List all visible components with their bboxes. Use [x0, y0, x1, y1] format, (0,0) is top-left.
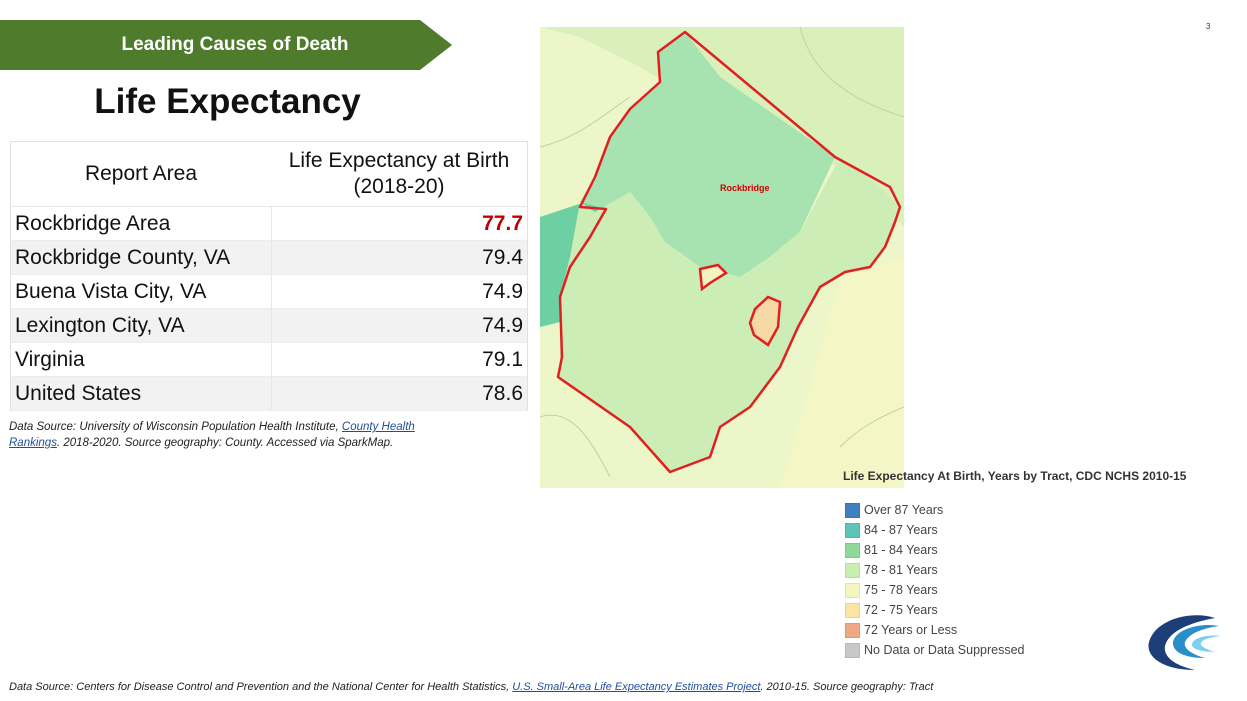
- map-label-rockbridge: Rockbridge: [720, 183, 770, 193]
- row-value: 74.9: [270, 274, 528, 309]
- legend-label: 75 - 78 Years: [864, 583, 938, 597]
- table-row: United States 78.6: [10, 376, 528, 411]
- row-value: 78.6: [270, 376, 528, 411]
- map-data-source: Data Source: Centers for Disease Control…: [9, 681, 933, 693]
- life-expectancy-map: [540, 27, 904, 488]
- map-region-north: [540, 27, 904, 227]
- legend-item: 78 - 81 Years: [845, 560, 1025, 580]
- legend-item: Over 87 Years: [845, 500, 1025, 520]
- table-row: Virginia 79.1: [10, 342, 528, 377]
- map-buena-vista-tract: [698, 263, 728, 292]
- legend-item: 75 - 78 Years: [845, 580, 1025, 600]
- legend-label: Over 87 Years: [864, 503, 944, 517]
- map-county-boundary: [556, 30, 902, 474]
- source-text: . 2018-2020. Source geography: County. A…: [56, 437, 394, 449]
- legend-swatch: [845, 622, 860, 638]
- life-expectancy-table: Report Area Life Expectancy at Birth (20…: [10, 141, 528, 411]
- map-region-east: [780, 257, 904, 488]
- row-value: 79.1: [270, 342, 528, 377]
- row-area: Rockbridge County, VA: [10, 240, 271, 275]
- legend-label: 84 - 87 Years: [864, 523, 938, 537]
- legend-label: 72 Years or Less: [864, 623, 958, 637]
- row-value: 79.4: [270, 240, 528, 275]
- legend-item: 81 - 84 Years: [845, 540, 1025, 560]
- map-background-lines: [540, 27, 904, 478]
- row-value: 74.9: [270, 308, 528, 343]
- source-text: Data Source: University of Wisconsin Pop…: [9, 421, 342, 433]
- map-lexington-tract: [748, 295, 782, 347]
- banner-title: Leading Causes of Death: [121, 34, 349, 55]
- table-row: Buena Vista City, VA 74.9: [10, 274, 528, 309]
- life-expectancy-project-link[interactable]: U.S. Small-Area Life Expectancy Estimate…: [512, 681, 761, 693]
- legend-item: 72 Years or Less: [845, 620, 1025, 640]
- banner-arrow-shape: [0, 20, 452, 70]
- table-row: Rockbridge Area 77.7: [10, 206, 528, 241]
- legend-item: 72 - 75 Years: [845, 600, 1025, 620]
- source-text: . 2010-15. Source geography: Tract: [760, 681, 934, 693]
- legend-label: No Data or Data Suppressed: [864, 643, 1025, 657]
- legend-swatch: [845, 642, 860, 658]
- table-header-row: Report Area Life Expectancy at Birth (20…: [10, 141, 528, 207]
- legend-label: 72 - 75 Years: [864, 603, 938, 617]
- legend-swatch: [845, 502, 860, 518]
- table-row: Lexington City, VA 74.9: [10, 308, 528, 343]
- row-area: Rockbridge Area: [10, 206, 271, 241]
- map-tract-north: [580, 32, 835, 277]
- table-row: Rockbridge County, VA 79.4: [10, 240, 528, 275]
- legend-swatch: [845, 562, 860, 578]
- map-tract-south: [560, 157, 900, 472]
- column-header-life-expectancy: Life Expectancy at Birth (2018-20): [271, 141, 528, 207]
- legend-swatch: [845, 522, 860, 538]
- table-data-source: Data Source: University of Wisconsin Pop…: [9, 419, 429, 451]
- row-area: United States: [10, 376, 271, 411]
- legend-swatch: [845, 542, 860, 558]
- legend-label: 81 - 84 Years: [864, 543, 938, 557]
- row-area: Lexington City, VA: [10, 308, 271, 343]
- county-health-rankings-link[interactable]: County Health Rankings: [9, 421, 415, 449]
- legend-item: 84 - 87 Years: [845, 520, 1025, 540]
- legend-swatch: [845, 602, 860, 618]
- legend-label: 78 - 81 Years: [864, 563, 938, 577]
- page-title: Life Expectancy: [94, 82, 361, 121]
- legend-swatch: [845, 582, 860, 598]
- legend-title: Life Expectancy At Birth, Years by Tract…: [843, 469, 1187, 483]
- column-header-report-area: Report Area: [10, 141, 271, 207]
- organization-logo-icon: [1148, 615, 1221, 670]
- legend-item: No Data or Data Suppressed: [845, 640, 1025, 660]
- row-area: Virginia: [10, 342, 271, 377]
- source-text: Data Source: Centers for Disease Control…: [9, 681, 513, 693]
- row-area: Buena Vista City, VA: [10, 274, 271, 309]
- page-number: 3: [1206, 22, 1211, 31]
- section-banner: Leading Causes of Death: [0, 20, 452, 70]
- row-value: 77.7: [270, 206, 528, 241]
- map-legend: Over 87 Years 84 - 87 Years 81 - 84 Year…: [845, 500, 1025, 660]
